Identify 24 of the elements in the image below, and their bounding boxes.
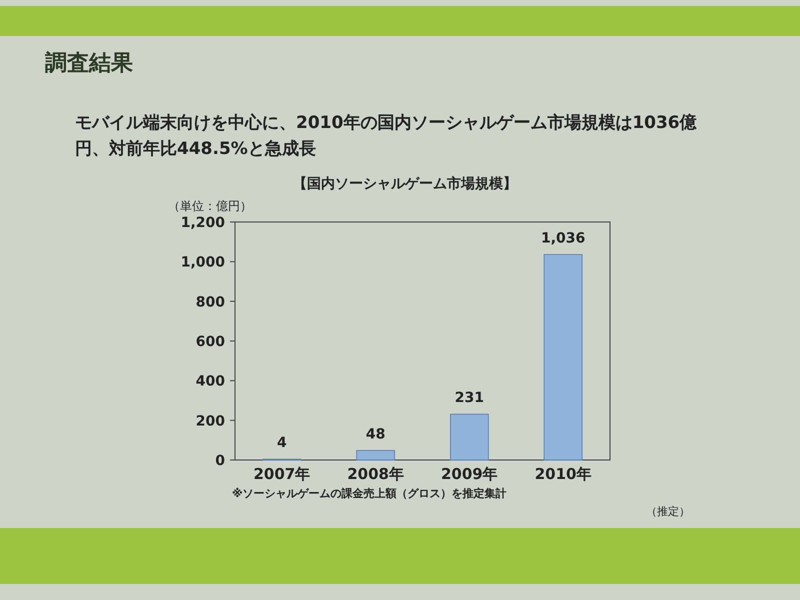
y-tick-label: 800 [196,294,226,310]
x-tick-label: 2007年 [254,465,310,483]
y-tick-label: 200 [196,413,226,430]
data-label: 4 [277,435,287,452]
y-axis-title: （単位：億円） [168,199,252,213]
data-label: 48 [366,426,386,442]
bar [450,414,489,460]
y-tick-label: 600 [196,334,226,350]
y-tick-label: 0 [215,453,226,469]
x-tick-label: 2010年 [534,465,592,483]
y-tick-label: 1,000 [180,254,226,271]
text: （推定） [646,505,690,518]
chart-title: 調査結果 [45,50,134,76]
chart-subtitle: モバイル端末向けを中心に、2010年の国内ソーシャルゲーム市場規模は1036億円、対前年比448.5%と急成長 [75,113,698,159]
y-tick-label: 400 [196,374,226,390]
y-tick-label: 1,200 [180,215,226,231]
data-label: 231 [454,390,484,406]
x-tick-label: 2009年 [441,465,498,483]
data-label: 1,036 [540,230,586,247]
bar [544,254,583,460]
text: 【国内ソーシャルゲーム市場規模】 [293,175,517,192]
text: ※ソーシャルゲームの課金売上額（グロス）を推定集計 [232,487,507,500]
bar [356,450,396,460]
x-tick-label: 2008年 [347,465,404,483]
